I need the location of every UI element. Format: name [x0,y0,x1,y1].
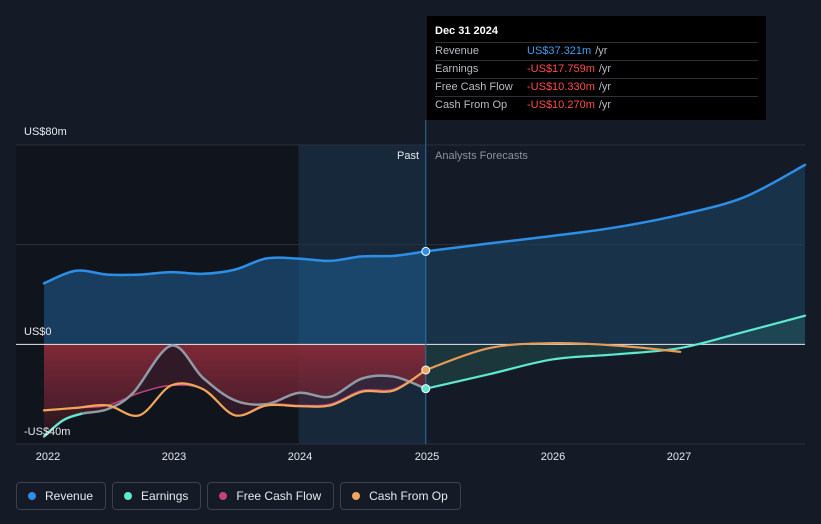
revenue-marker [421,246,431,256]
x-tick-label: 2025 [414,451,440,463]
earnings-forecast-line [424,314,807,390]
tooltip-row-earnings: Earnings -US$17.759m /yr [435,60,758,78]
revenue-forecast-line [424,163,807,253]
legend-label: Revenue [45,489,94,503]
legend: Revenue Earnings Free Cash Flow Cash Fro… [16,482,467,510]
tooltip-row-free-cash-flow: Free Cash Flow -US$10.330m /yr [435,78,758,96]
earnings-loss-area [43,344,426,437]
x-tick-label: 2024 [287,451,313,463]
cash-from-op-marker [421,365,431,375]
tooltip-row-unit: /yr [598,63,612,75]
x-tick-label: 2027 [666,451,692,463]
tooltip-date: Dec 31 2024 [435,25,498,37]
earnings-marker [421,384,431,394]
legend-item-free-cash-flow[interactable]: Free Cash Flow [207,482,335,510]
earnings-start-line [43,412,83,438]
earnings-forecast-area [425,315,805,389]
legend-item-revenue[interactable]: Revenue [16,482,107,510]
tooltip-row-revenue: Revenue US$37.321m /yr [435,42,758,60]
y-tick-label: US$0 [24,326,52,338]
tooltip-row-label: Free Cash Flow [435,81,513,93]
tooltip-row-value: -US$10.330m [527,81,595,93]
tooltip-row-label: Cash From Op [435,99,508,111]
forecast-region-label: Analysts Forecasts [435,150,528,162]
legend-item-cash-from-op[interactable]: Cash From Op [340,482,461,510]
tooltip-row-unit: /yr [598,99,612,111]
tooltip-row-label: Revenue [435,45,480,57]
tooltip: Dec 31 2024 Revenue US$37.321m /yr Earni… [427,16,766,120]
earnings-line [42,344,428,438]
tooltip-row-value: US$37.321m [527,45,592,57]
tooltip-row-cash-from-op: Cash From Op -US$10.270m /yr [435,96,758,114]
revenue-line [42,250,428,285]
tooltip-row-value: -US$17.759m [527,63,595,75]
legend-label: Free Cash Flow [236,489,322,503]
tooltip-row-label: Earnings [435,63,479,75]
tooltip-row-unit: /yr [598,81,612,93]
x-tick-label: 2026 [540,451,566,463]
legend-label: Cash From Op [369,489,448,503]
x-tick-label: 2023 [161,451,187,463]
past-region-label: Past [396,150,419,162]
cash-from-op-forecast-line [424,341,682,372]
legend-item-earnings[interactable]: Earnings [112,482,202,510]
tooltip-row-unit: /yr [595,45,608,57]
revenue-forecast-area [425,164,805,345]
x-tick-label: 2022 [35,451,61,463]
cash-from-op-line [42,368,427,417]
y-tick-label: US$80m [24,126,67,138]
legend-swatch [219,492,228,500]
legend-swatch [28,492,36,500]
tooltip-row-value: -US$10.270m [527,99,595,111]
y-tick-label: -US$40m [24,426,71,438]
legend-label: Earnings [141,489,189,503]
legend-swatch [352,492,361,500]
legend-swatch [124,492,133,500]
